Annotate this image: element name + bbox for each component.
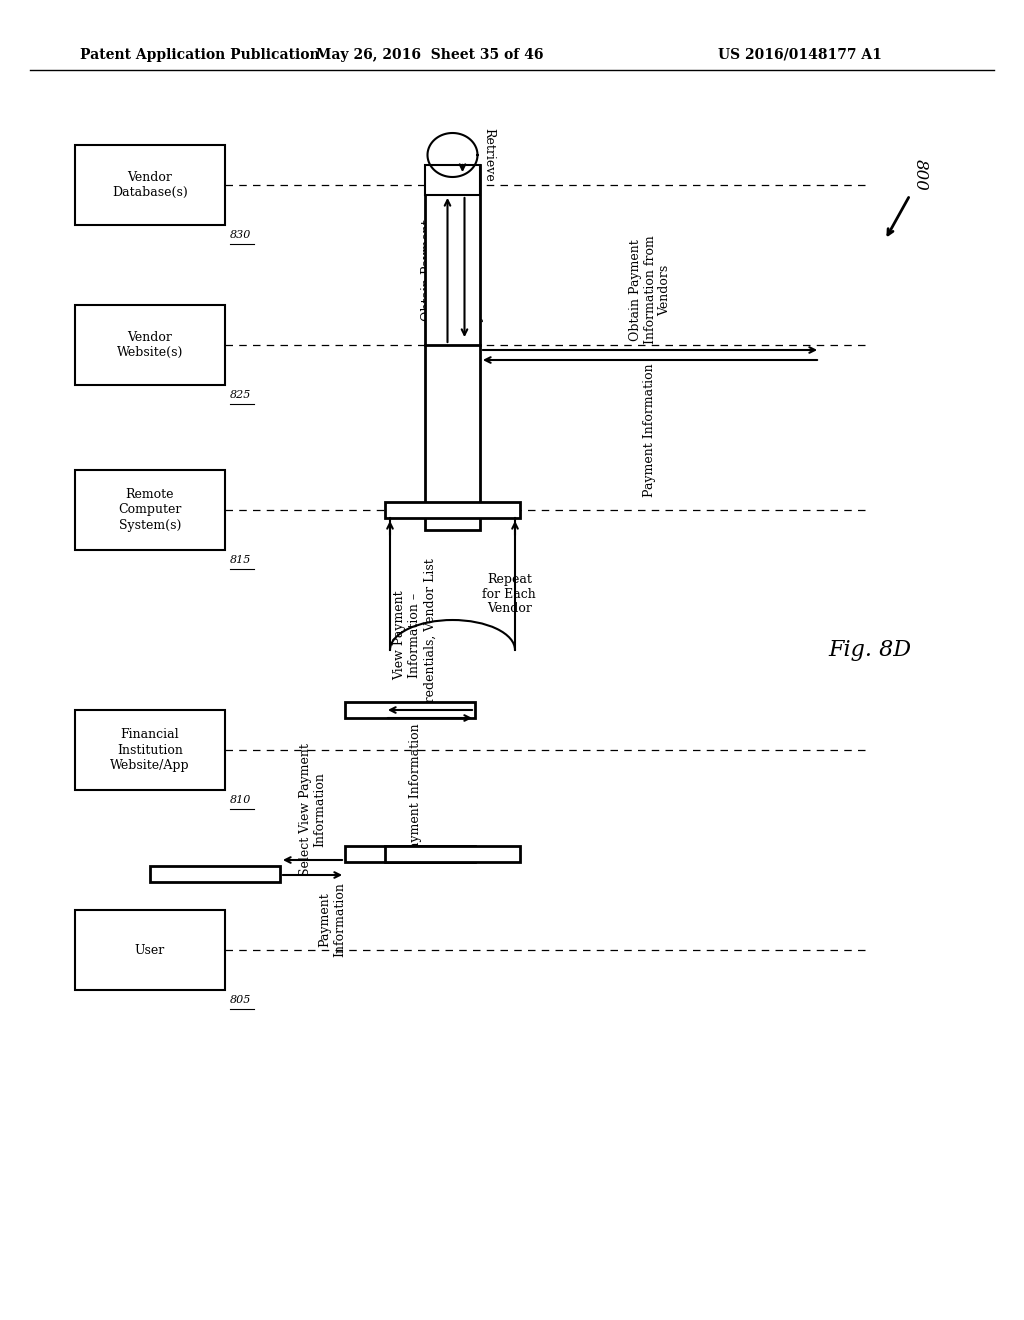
Text: Obtain Payment
Information: Obtain Payment Information: [421, 219, 449, 321]
Text: Select View Payment
Information: Select View Payment Information: [299, 743, 327, 876]
Text: Obtain Payment
Information from
Vendors: Obtain Payment Information from Vendors: [629, 236, 672, 345]
Text: 830: 830: [230, 230, 251, 240]
Bar: [75, 305, 225, 385]
Bar: [345, 846, 475, 862]
Bar: [75, 710, 225, 789]
Bar: [385, 502, 520, 517]
Text: 810: 810: [230, 795, 251, 805]
Text: Patent Application Publication: Patent Application Publication: [80, 48, 319, 62]
Text: Retrieve: Retrieve: [482, 128, 496, 182]
Text: View Payment
Information –
Credentials, Vendor List: View Payment Information – Credentials, …: [393, 558, 436, 711]
Text: Payment Information: Payment Information: [471, 203, 484, 337]
Text: 815: 815: [230, 554, 251, 565]
Bar: [345, 702, 475, 718]
Text: US 2016/0148177 A1: US 2016/0148177 A1: [718, 48, 882, 62]
Text: Vendor
Website(s): Vendor Website(s): [117, 331, 183, 359]
Text: Repeat
for Each
Vendor: Repeat for Each Vendor: [482, 573, 537, 615]
Bar: [150, 866, 280, 882]
Text: Vendor
Database(s): Vendor Database(s): [112, 172, 187, 199]
Bar: [385, 846, 520, 862]
Bar: [425, 165, 480, 531]
Bar: [425, 165, 480, 195]
Bar: [75, 145, 225, 224]
Text: Fig. 8D: Fig. 8D: [828, 639, 911, 661]
Text: Financial
Institution
Website/App: Financial Institution Website/App: [111, 729, 189, 771]
Text: User: User: [135, 944, 165, 957]
Text: Remote
Computer
System(s): Remote Computer System(s): [119, 488, 181, 532]
Text: 825: 825: [230, 389, 251, 400]
Text: Payment
Information: Payment Information: [318, 883, 346, 957]
Text: 805: 805: [230, 995, 251, 1005]
Text: Payment Information: Payment Information: [643, 363, 656, 496]
Text: Payment Information: Payment Information: [409, 723, 422, 857]
Bar: [75, 909, 225, 990]
Bar: [75, 470, 225, 550]
Text: May 26, 2016  Sheet 35 of 46: May 26, 2016 Sheet 35 of 46: [316, 48, 544, 62]
Text: 800: 800: [911, 160, 929, 191]
